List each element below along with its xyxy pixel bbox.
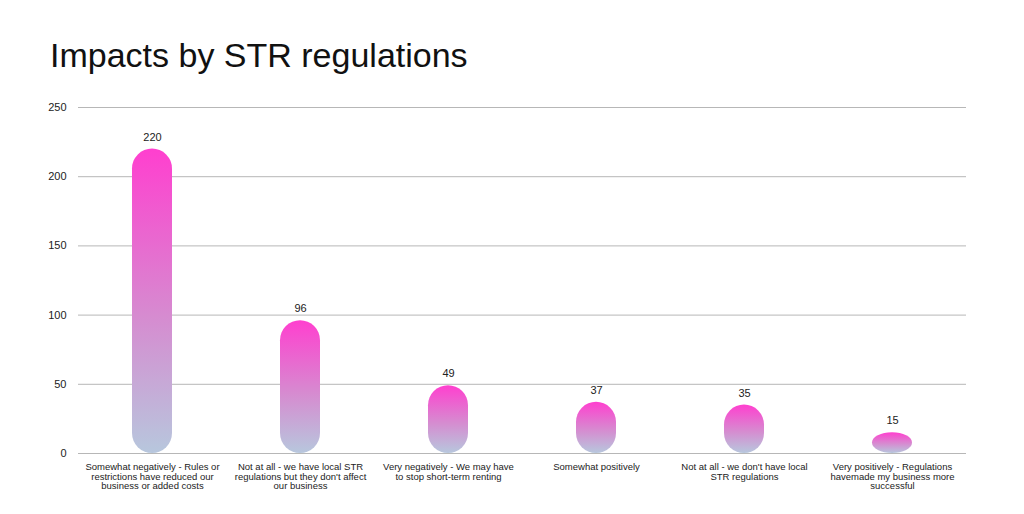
svg-text:50: 50 bbox=[54, 378, 66, 390]
svg-text:Very positively - Regulationsh: Very positively - Regulationshavemade my… bbox=[830, 461, 954, 491]
svg-text:37: 37 bbox=[590, 384, 602, 396]
svg-text:Somewhat negatively - Rules or: Somewhat negatively - Rules orrestrictio… bbox=[85, 461, 219, 491]
svg-text:150: 150 bbox=[48, 239, 66, 251]
svg-text:Somewhat positively: Somewhat positively bbox=[553, 461, 640, 472]
svg-text:15: 15 bbox=[886, 414, 898, 426]
svg-text:0: 0 bbox=[60, 447, 66, 459]
svg-text:100: 100 bbox=[48, 309, 66, 321]
svg-text:Very negatively - We may havet: Very negatively - We may haveto stop sho… bbox=[383, 461, 514, 482]
svg-text:220: 220 bbox=[143, 131, 161, 143]
svg-text:49: 49 bbox=[442, 367, 454, 379]
svg-text:96: 96 bbox=[294, 302, 306, 314]
html-text:Impacts by STR regulations: Impacts by STR regulations bbox=[50, 36, 468, 74]
svg-text:35: 35 bbox=[738, 387, 750, 399]
svg-text:Not at all - we don't have loc: Not at all - we don't have localSTR regu… bbox=[681, 461, 807, 482]
svg-text:200: 200 bbox=[48, 170, 66, 182]
svg-text:Not at all - we have local STR: Not at all - we have local STRregulation… bbox=[235, 461, 367, 491]
svg-text:250: 250 bbox=[48, 101, 66, 113]
